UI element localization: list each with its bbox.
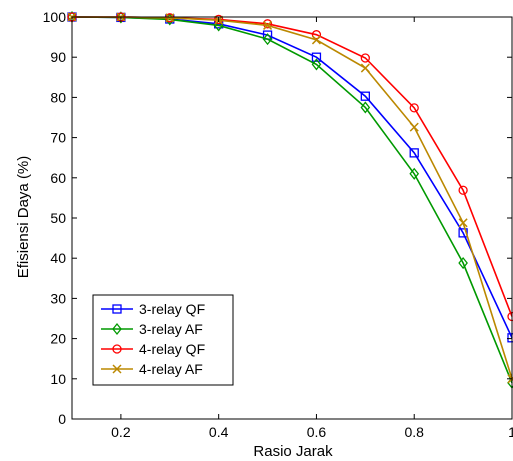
x-tick-label: 0.2: [111, 424, 131, 440]
y-tick-label: 70: [50, 130, 66, 146]
y-tick-label: 40: [50, 250, 66, 266]
data-point-4-relay-qf: [262, 19, 273, 29]
axes-layer: 0 10 20 30 40 50 60 70 80 90 100 0.2 0.4 0.6 0.8 1: [43, 9, 513, 440]
data-point-3-relay-af: [116, 11, 126, 24]
data-point-4-relay-af: [360, 63, 370, 73]
data-point-4-relay-af: [311, 35, 321, 45]
data-point-3-relay-af: [311, 58, 322, 71]
data-point-4-relay-af: [409, 122, 419, 132]
y-tick-label: 80: [50, 89, 66, 105]
data-point-4-relay-qf: [360, 53, 370, 63]
y-tick-label: 60: [50, 170, 66, 186]
data-point-3-relay-af: [262, 33, 273, 46]
legend-item-3-relay-qf: 3-relay QF: [101, 301, 205, 317]
x-axis-label: Rasio Jarak: [253, 443, 333, 460]
data-point-3-relay-qf: [311, 52, 322, 62]
x-tick-label: 0.6: [307, 424, 327, 440]
y-tick-label: 30: [50, 290, 66, 306]
x-tick-label: 1: [508, 424, 513, 440]
legend-marker-3-relay-qf: [112, 304, 122, 314]
y-tick-label: 10: [50, 371, 66, 387]
data-point-4-relay-af: [263, 20, 273, 30]
y-tick-label: 90: [50, 49, 66, 65]
legend-item-3-relay-af: 3-relay AF: [101, 321, 203, 337]
legend-label-4-relay-af: 4-relay AF: [139, 361, 203, 377]
data-point-4-relay-af: [458, 218, 468, 228]
legend-marker-3-relay-af: [112, 322, 122, 336]
y-tick-label: 100: [43, 9, 67, 25]
legend-label-4-relay-qf: 4-relay QF: [139, 341, 205, 357]
x-tick-label: 0.4: [209, 424, 229, 440]
legend-label-3-relay-qf: 3-relay QF: [139, 301, 205, 317]
data-point-3-relay-qf: [360, 91, 370, 101]
y-tick-label: 20: [50, 331, 66, 347]
legend-marker-4-relay-af: [112, 364, 122, 374]
y-axis-label: Efisiensi Daya (%): [15, 156, 32, 279]
legend-marker-4-relay-qf: [112, 344, 122, 354]
data-point-4-relay-qf: [409, 103, 419, 113]
y-tick-label: 50: [50, 210, 66, 226]
data-point-3-relay-qf: [409, 148, 419, 158]
legend-item-4-relay-af: 4-relay AF: [101, 361, 203, 377]
data-point-4-relay-af: [165, 13, 175, 23]
data-point-3-relay-af: [409, 167, 420, 180]
x-tick-label: 0.8: [404, 424, 424, 440]
legend-label-3-relay-af: 3-relay AF: [139, 321, 203, 337]
data-point-3-relay-qf: [458, 228, 468, 238]
data-point-3-relay-af: [360, 101, 371, 114]
data-point-3-relay-af: [458, 256, 468, 270]
series-line-3-relay-af: [71, 16, 513, 384]
data-point-4-relay-qf: [311, 30, 322, 40]
legend-item-4-relay-qf: 4-relay QF: [101, 341, 205, 357]
data-point-4-relay-qf: [458, 185, 468, 195]
y-tick-label: 0: [58, 411, 66, 427]
legend: 3-relay QF 3-relay AF 4-relay QF 4-relay AF: [92, 294, 234, 386]
